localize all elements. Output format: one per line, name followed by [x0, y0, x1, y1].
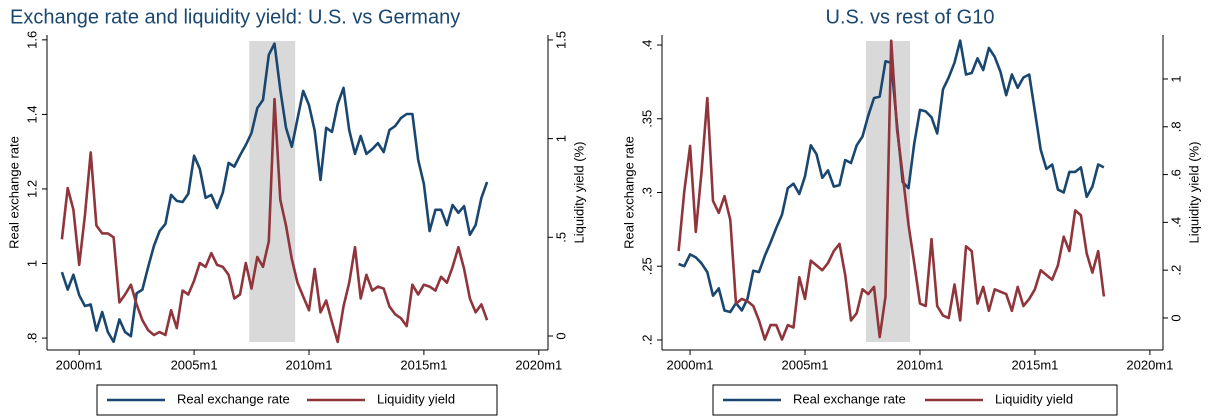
y2-tick-label: 0	[1168, 314, 1183, 321]
y-tick-label: .2	[639, 335, 654, 346]
y-axis-label: Real exchange rate	[6, 136, 21, 249]
chart: Exchange rate and liquidity yield: U.S. …	[6, 6, 586, 416]
x-tick-label: 2005m1	[171, 357, 218, 372]
y-tick-label: 1.4	[24, 105, 39, 123]
y-tick-label: 1	[24, 260, 39, 267]
y2-tick-label: .5	[553, 232, 568, 243]
series-line	[677, 39, 1106, 341]
y-tick-label: .25	[639, 257, 654, 275]
y-tick-label: .8	[24, 333, 39, 344]
y2-tick-label: 1.5	[553, 31, 568, 49]
legend-label: Real exchange rate	[793, 391, 906, 406]
chart-title: Exchange rate and liquidity yield: U.S. …	[10, 6, 460, 28]
y2-tick-label: 1	[553, 135, 568, 142]
x-tick-label: 2010m1	[285, 357, 332, 372]
x-tick-label: 2005m1	[782, 357, 829, 372]
x-tick-label: 2015m1	[400, 357, 447, 372]
x-tick-label: 2020m1	[515, 357, 562, 372]
x-tick-label: 2020m1	[1126, 357, 1173, 372]
y2-tick-label: 1	[1168, 75, 1183, 82]
y2-axis-label: Liquidity yield (%)	[571, 142, 586, 244]
y-tick-label: 1.6	[24, 31, 39, 49]
y-tick-label: .35	[639, 110, 654, 128]
y-tick-label: .4	[639, 40, 654, 51]
y2-tick-label: .8	[1168, 121, 1183, 132]
y2-tick-label: .6	[1168, 169, 1183, 180]
legend-label: Real exchange rate	[177, 391, 290, 406]
legend-label: Liquidity yield	[377, 391, 455, 406]
series-line	[60, 42, 489, 344]
y2-axis-label: Liquidity yield (%)	[1186, 142, 1201, 244]
y2-tick-label: 0	[553, 332, 568, 339]
x-tick-label: 2000m1	[667, 357, 714, 372]
x-tick-label: 2000m1	[56, 357, 103, 372]
chart: U.S. vs rest of G10 .2 .25 .3 .35 .4 0 .2 .4 .6 .8…	[621, 6, 1201, 416]
y-tick-label: .3	[639, 187, 654, 198]
y-tick-label: 1.2	[24, 180, 39, 198]
recession-shade	[249, 41, 296, 342]
legend-label: Liquidity yield	[995, 391, 1073, 406]
chart-title: U.S. vs rest of G10	[826, 6, 995, 28]
y2-tick-label: .4	[1168, 217, 1183, 228]
y-axis-label: Real exchange rate	[621, 136, 636, 249]
x-tick-label: 2015m1	[1011, 357, 1058, 372]
series-line	[60, 97, 489, 344]
x-tick-label: 2010m1	[896, 357, 943, 372]
y2-tick-label: .2	[1168, 265, 1183, 276]
